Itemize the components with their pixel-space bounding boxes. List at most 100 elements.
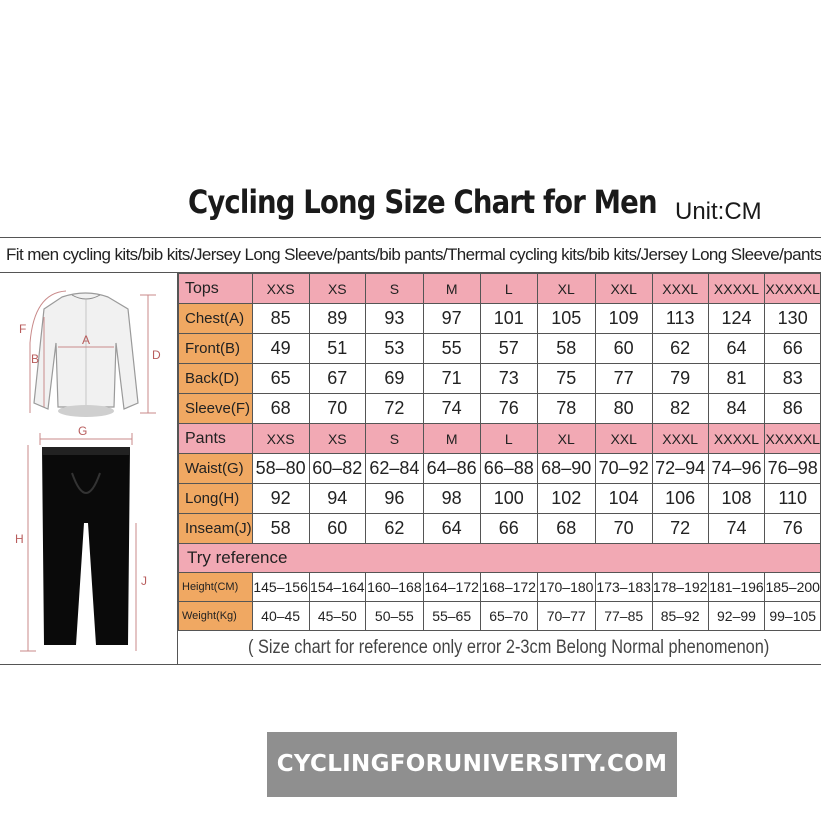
- value-cell: 45–50: [308, 601, 367, 631]
- value-cell: 168–172: [479, 572, 538, 602]
- fit-description: Fit men cycling kits/bib kits/Jersey Lon…: [0, 237, 821, 273]
- value-cell: 84: [707, 393, 766, 424]
- table-row: Back(D) 65 67 69 71 73 75 77 79 81 83: [178, 363, 821, 394]
- value-cell: 130: [764, 303, 821, 334]
- size-header-cell: M: [422, 423, 481, 454]
- value-cell: 57: [479, 333, 538, 364]
- size-header-cell: S: [365, 423, 424, 454]
- value-cell: 55: [422, 333, 481, 364]
- value-cell: 53: [365, 333, 424, 364]
- value-cell: 124: [707, 303, 766, 334]
- jersey-drawing: [33, 292, 139, 417]
- size-header-cell: XS: [308, 423, 367, 454]
- size-header-cell: XL: [536, 273, 596, 304]
- value-cell: 94: [308, 483, 367, 514]
- value-cell: 62–84: [365, 453, 424, 484]
- value-cell: 92–99: [707, 601, 766, 631]
- value-cell: 85–92: [651, 601, 709, 631]
- value-cell: 98: [422, 483, 481, 514]
- value-cell: 69: [365, 363, 424, 394]
- value-cell: 81: [707, 363, 766, 394]
- value-cell: 70: [594, 513, 653, 544]
- value-cell: 71: [422, 363, 481, 394]
- value-cell: 72–94: [651, 453, 709, 484]
- value-cell: 113: [651, 303, 709, 334]
- row-label: Chest(A): [178, 303, 253, 334]
- table-row: Front(B) 49 51 53 55 57 58 60 62 64 66: [178, 333, 821, 364]
- value-cell: 106: [651, 483, 709, 514]
- garment-illustration: A B D F G H J: [0, 273, 178, 665]
- label-b: B: [31, 352, 39, 366]
- note-box: [178, 633, 821, 665]
- size-header-cell: XXXL: [651, 423, 709, 454]
- value-cell: 75: [536, 363, 596, 394]
- value-cell: 78: [536, 393, 596, 424]
- value-cell: 66: [479, 513, 538, 544]
- row-label: Weight(Kg): [178, 601, 253, 631]
- value-cell: 86: [764, 393, 821, 424]
- size-header-cell: XXXL: [651, 273, 709, 304]
- value-cell: 77–85: [594, 601, 653, 631]
- size-header-cell: M: [422, 273, 481, 304]
- value-cell: 64–86: [422, 453, 481, 484]
- pants-drawing: [42, 447, 130, 645]
- value-cell: 79: [651, 363, 709, 394]
- value-cell: 97: [422, 303, 481, 334]
- value-cell: 74: [707, 513, 766, 544]
- value-cell: 154–164: [308, 572, 367, 602]
- label-j: J: [141, 574, 147, 588]
- value-cell: 105: [536, 303, 596, 334]
- value-cell: 76: [764, 513, 821, 544]
- value-cell: 145–156: [251, 572, 310, 602]
- row-label: Waist(G): [178, 453, 253, 484]
- value-cell: 82: [651, 393, 709, 424]
- size-header-cell: XXL: [594, 423, 653, 454]
- value-cell: 68: [251, 393, 310, 424]
- tops-header-label: Tops: [178, 273, 253, 304]
- value-cell: 65–70: [479, 601, 538, 631]
- value-cell: 170–180: [536, 572, 596, 602]
- value-cell: 64: [422, 513, 481, 544]
- value-cell: 104: [594, 483, 653, 514]
- value-cell: 102: [536, 483, 596, 514]
- value-cell: 66–88: [479, 453, 538, 484]
- value-cell: 51: [308, 333, 367, 364]
- value-cell: 74: [422, 393, 481, 424]
- label-f: F: [19, 322, 26, 336]
- value-cell: 85: [251, 303, 310, 334]
- reference-note: ( Size chart for reference only error 2-…: [248, 637, 770, 658]
- value-cell: 92: [251, 483, 310, 514]
- value-cell: 72: [365, 393, 424, 424]
- value-cell: 110: [764, 483, 821, 514]
- row-label: Inseam(J): [178, 513, 253, 544]
- jersey-and-pants-diagram: A B D F G H J: [15, 290, 161, 652]
- row-label: Back(D): [178, 363, 253, 394]
- table-row: Weight(Kg) 40–45 45–50 50–55 55–65 65–70 70–77…: [178, 601, 821, 631]
- row-label: Height(CM): [178, 572, 253, 602]
- size-header-cell: L: [479, 423, 538, 454]
- value-cell: 49: [251, 333, 310, 364]
- row-label: Sleeve(F): [178, 393, 253, 424]
- size-header-cell: XS: [308, 273, 367, 304]
- size-header-cell: XXS: [251, 273, 310, 304]
- value-cell: 89: [308, 303, 367, 334]
- value-cell: 76: [479, 393, 538, 424]
- value-cell: 99–105: [764, 601, 821, 631]
- label-a: A: [82, 333, 90, 347]
- value-cell: 101: [479, 303, 538, 334]
- table-row: Height(CM) 145–156 154–164 160–168 164–172 16…: [178, 572, 821, 602]
- value-cell: 93: [365, 303, 424, 334]
- size-header-cell: XXXXXL: [764, 423, 821, 454]
- value-cell: 100: [479, 483, 538, 514]
- value-cell: 181–196: [707, 572, 766, 602]
- value-cell: 74–96: [707, 453, 766, 484]
- value-cell: 62: [651, 333, 709, 364]
- size-header-cell: XL: [536, 423, 596, 454]
- size-header-cell: XXS: [251, 423, 310, 454]
- size-header-cell: L: [479, 273, 538, 304]
- row-label: Long(H): [178, 483, 253, 514]
- value-cell: 62: [365, 513, 424, 544]
- size-header-cell: S: [365, 273, 424, 304]
- value-cell: 65: [251, 363, 310, 394]
- chart-title: Cycling Long Size Chart for Men: [188, 183, 658, 221]
